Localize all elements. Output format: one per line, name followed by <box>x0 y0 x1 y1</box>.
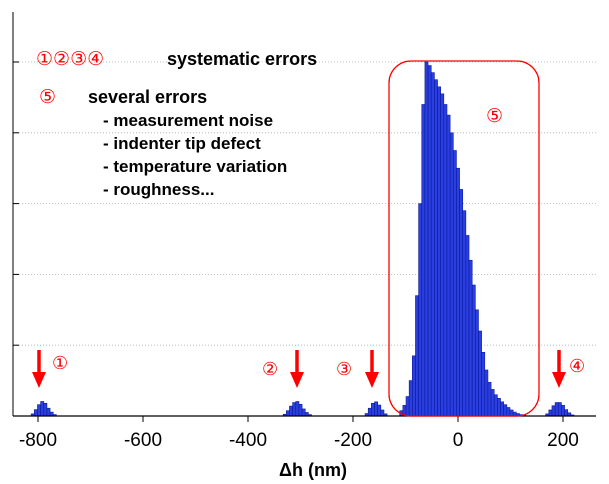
histogram-bar <box>408 380 413 417</box>
histogram-bar <box>374 401 378 417</box>
histogram-bar <box>509 409 514 417</box>
histogram-bar <box>471 284 476 417</box>
histogram-bar <box>554 402 559 417</box>
main-distribution-box <box>388 60 540 417</box>
histogram-bars <box>30 61 575 417</box>
histogram-bar <box>443 104 448 417</box>
x-tick-label: -600 <box>124 430 162 451</box>
histogram-bar <box>548 409 553 417</box>
histogram-bar <box>301 408 306 417</box>
histogram-bar <box>286 410 290 417</box>
histogram-bar <box>465 235 470 417</box>
histogram-bar <box>427 65 432 417</box>
box-label-5: ⑤ <box>486 106 503 127</box>
histogram-bar <box>551 405 556 417</box>
arrow-label-4: ④ <box>569 356 585 376</box>
arrow-label-3: ③ <box>336 359 352 379</box>
histogram-bar <box>459 189 464 417</box>
histogram-bar <box>506 407 511 417</box>
histogram-bar <box>43 402 48 417</box>
histogram-bar <box>564 409 569 417</box>
histogram-bar <box>40 401 45 417</box>
histogram-bar <box>34 409 38 417</box>
histogram-bar <box>468 259 473 417</box>
histogram-bar <box>561 405 565 417</box>
histogram-bar <box>412 355 416 417</box>
arrow-1 <box>32 350 46 388</box>
histogram-bar <box>292 402 297 417</box>
histogram-bar <box>295 401 300 417</box>
histogram-bar <box>37 404 41 417</box>
histogram-bar <box>418 203 423 417</box>
cause-item: - temperature variation <box>103 157 287 176</box>
arrow-4 <box>552 350 566 388</box>
histogram-bar <box>367 407 372 417</box>
legend-text-several: several errors <box>88 87 207 107</box>
histogram-bar <box>424 61 429 417</box>
x-tick-label: 200 <box>547 430 579 451</box>
histogram-bar <box>289 405 293 417</box>
arrow-2 <box>290 350 304 388</box>
histogram-bar <box>371 402 375 417</box>
cause-item: - indenter tip defect <box>103 134 261 153</box>
x-tick-label: -800 <box>19 430 57 451</box>
histogram-bar <box>557 402 562 417</box>
histogram-bar <box>421 104 426 417</box>
histogram-bar <box>475 309 479 417</box>
arrow-label-1: ① <box>52 353 68 373</box>
histogram-bar <box>437 86 441 417</box>
x-tick-label: -400 <box>229 430 267 451</box>
gridlines <box>13 61 596 346</box>
histogram-bar <box>46 407 51 417</box>
legend-marker-5: ⑤ <box>39 87 56 108</box>
histogram-bar <box>478 330 482 417</box>
histogram-bar <box>500 401 504 417</box>
histogram-bar <box>449 132 454 417</box>
cause-item: - measurement noise <box>103 111 273 130</box>
histogram-bar <box>377 404 382 417</box>
histogram-bar <box>462 210 467 417</box>
histogram-bar <box>434 79 438 417</box>
histogram-bar <box>415 295 419 417</box>
axes: -800 -600 -400 -200 0 200 <box>12 12 596 451</box>
x-tick-label: 0 <box>453 430 464 451</box>
cause-item: - roughness... <box>103 180 214 199</box>
histogram-bar <box>405 396 410 417</box>
x-axis-label: Δh (nm) <box>279 460 347 480</box>
legend-text-systematic: systematic errors <box>167 49 317 69</box>
histogram-bar <box>497 397 501 417</box>
x-tick-label: -200 <box>334 430 372 451</box>
histogram-bar <box>484 369 489 417</box>
histogram-bar <box>456 167 460 417</box>
histogram-bar <box>446 114 451 417</box>
legend-markers-1-4: ①②③④ <box>36 49 104 70</box>
arrow-label-2: ② <box>262 359 278 379</box>
histogram-bar <box>298 404 303 417</box>
histogram-bar <box>503 404 508 417</box>
arrow-3 <box>365 350 379 388</box>
histogram-bar <box>481 351 486 417</box>
histogram-bar <box>440 93 445 417</box>
histogram-bar <box>452 150 457 417</box>
histogram-bar <box>380 409 385 417</box>
histogram-bar <box>487 382 492 417</box>
histogram-bar <box>430 72 435 417</box>
histogram-bar <box>490 389 495 417</box>
histogram-bar <box>493 394 498 417</box>
